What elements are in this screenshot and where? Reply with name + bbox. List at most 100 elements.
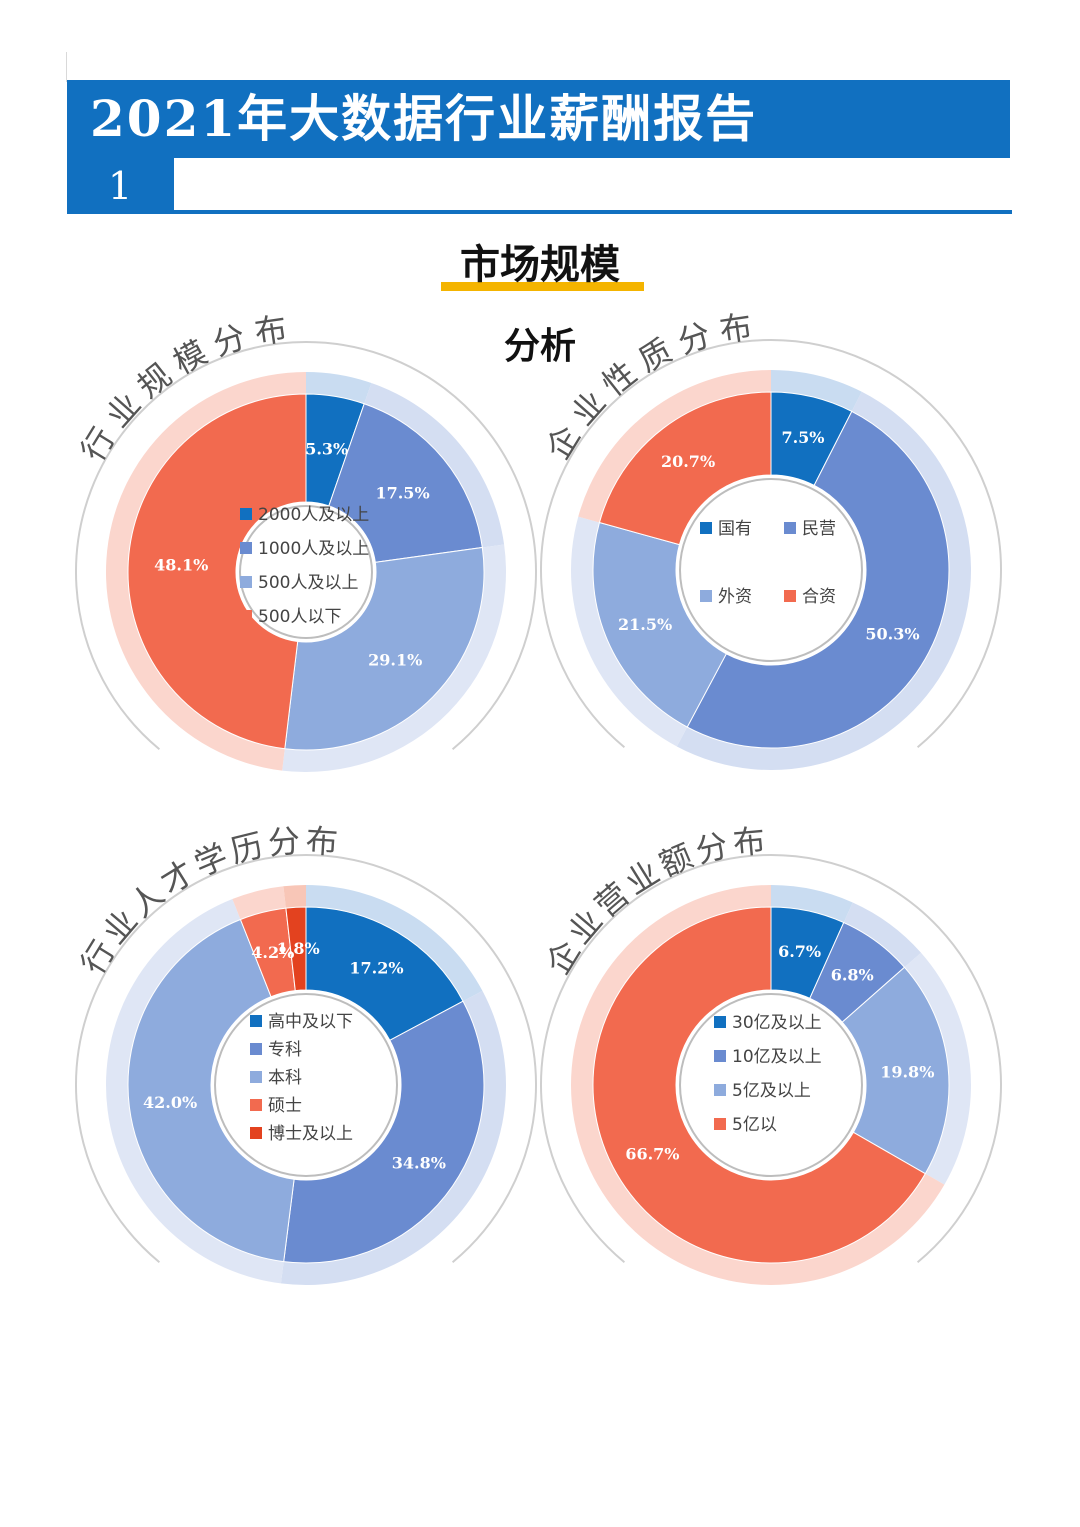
legend-label: 5亿以 — [732, 1115, 777, 1135]
data-label: 7.5% — [781, 428, 824, 447]
data-label: 6.7% — [778, 942, 821, 961]
ring-segment — [283, 885, 306, 909]
ring-segment — [843, 902, 922, 968]
chart-title-char: 分 — [673, 315, 715, 361]
ring-segment — [306, 885, 483, 1002]
ring-segment — [280, 990, 507, 1285]
data-label: 66.7% — [625, 1145, 679, 1164]
chart-title-char: 行 — [74, 421, 123, 468]
data-label: 34.8% — [392, 1154, 446, 1173]
legend-swatch — [714, 1016, 726, 1028]
legend-swatch — [714, 1050, 726, 1062]
outer-arc — [75, 854, 537, 1263]
ring-segment — [771, 885, 853, 923]
inner-ring — [239, 505, 373, 639]
legend-swatch — [250, 1015, 262, 1027]
inner-ring — [214, 993, 398, 1177]
legend-swatch — [250, 1127, 262, 1139]
data-label: 19.8% — [880, 1062, 934, 1081]
chart-title-char: 分 — [692, 826, 732, 871]
page-number: 1 — [108, 164, 133, 208]
report-title: 2021年大数据行业薪酬报告 — [90, 89, 758, 148]
header-edge-line — [66, 52, 67, 82]
legend-label: 5亿及以上 — [732, 1081, 811, 1101]
ring-segment — [105, 372, 307, 771]
chart-title-char: 业 — [99, 385, 149, 434]
legend-swatch — [700, 522, 712, 534]
chart-title-char: 分 — [208, 317, 250, 363]
donut-hole — [676, 475, 866, 665]
legend-label: 国有 — [718, 519, 752, 539]
legend-label: 500人以下 — [258, 607, 341, 627]
chart-title-char: 性 — [595, 354, 644, 404]
ring-segment — [306, 372, 372, 404]
chart-title-char: 质 — [632, 331, 678, 380]
legend-label: 民营 — [802, 519, 836, 539]
inner-ring — [679, 478, 863, 662]
legend-label: 高中及以下 — [268, 1012, 353, 1032]
legend-label: 本科 — [268, 1068, 302, 1088]
chart-title-char: 分 — [266, 822, 301, 863]
title-bar — [67, 80, 1010, 158]
data-label: 6.8% — [831, 966, 874, 985]
ring-segment — [904, 952, 971, 1185]
legend-swatch — [240, 576, 252, 588]
data-label: 17.2% — [349, 959, 403, 978]
legend-label: 硕士 — [268, 1096, 302, 1116]
chart-title-char: 模 — [167, 333, 213, 382]
chart-title-char: 业 — [564, 383, 614, 432]
chart-title-char: 布 — [717, 307, 754, 349]
section-title-underline — [441, 282, 644, 291]
legend-label: 外资 — [718, 587, 752, 607]
data-label: 20.7% — [661, 452, 715, 471]
legend-swatch — [714, 1084, 726, 1096]
legend-swatch — [250, 1099, 262, 1111]
chart-title-char: 布 — [252, 309, 289, 351]
data-label: 4.2% — [251, 943, 294, 962]
outer-arc — [540, 339, 1002, 748]
ring-segment — [232, 886, 286, 920]
data-label: 50.3% — [865, 624, 919, 643]
legend-swatch — [240, 610, 252, 622]
data-label: 48.1% — [154, 556, 208, 575]
outer-arc — [75, 341, 537, 750]
chart-title-char: 规 — [130, 356, 179, 406]
report-header: 2021年大数据行业薪酬报告 1 — [0, 0, 1080, 230]
data-label: 5.3% — [305, 440, 348, 459]
chart-title-char: 布 — [731, 822, 766, 863]
legend-label: 合资 — [802, 587, 836, 607]
legend-swatch — [250, 1043, 262, 1055]
chart-title-char: 企 — [539, 419, 588, 466]
donut-hole — [236, 502, 376, 642]
chart-title-char: 历 — [227, 826, 267, 871]
data-label: 29.1% — [368, 651, 422, 670]
data-label: 17.5% — [375, 484, 429, 503]
legend-swatch — [700, 590, 712, 602]
legend-swatch — [714, 1118, 726, 1130]
legend-label: 博士及以上 — [268, 1124, 353, 1144]
legend-swatch — [784, 522, 796, 534]
legend-label: 1000人及以上 — [258, 539, 369, 559]
legend-swatch — [240, 508, 252, 520]
ring-segment — [571, 516, 688, 747]
legend-label: 10亿及以上 — [732, 1047, 822, 1067]
legend-swatch — [250, 1071, 262, 1083]
chart-title-char: 布 — [305, 822, 339, 862]
ring-segment — [578, 370, 771, 523]
page-number-box — [67, 158, 174, 214]
donut-hole — [676, 990, 866, 1180]
data-label: 42.0% — [143, 1093, 197, 1112]
ring-segment — [364, 382, 505, 548]
legend-swatch — [784, 590, 796, 602]
legend-label: 500人及以上 — [258, 573, 358, 593]
legend-label: 30亿及以上 — [732, 1013, 822, 1033]
section-subtitle: 分析 — [503, 326, 576, 367]
legend-label: 2000人及以上 — [258, 505, 369, 525]
ring-segment — [771, 370, 862, 412]
legend-label: 专科 — [268, 1040, 302, 1060]
ring-segment — [105, 899, 284, 1284]
legend-swatch — [240, 542, 252, 554]
inner-ring — [679, 993, 863, 1177]
section-title: 市场规模 — [460, 242, 620, 288]
